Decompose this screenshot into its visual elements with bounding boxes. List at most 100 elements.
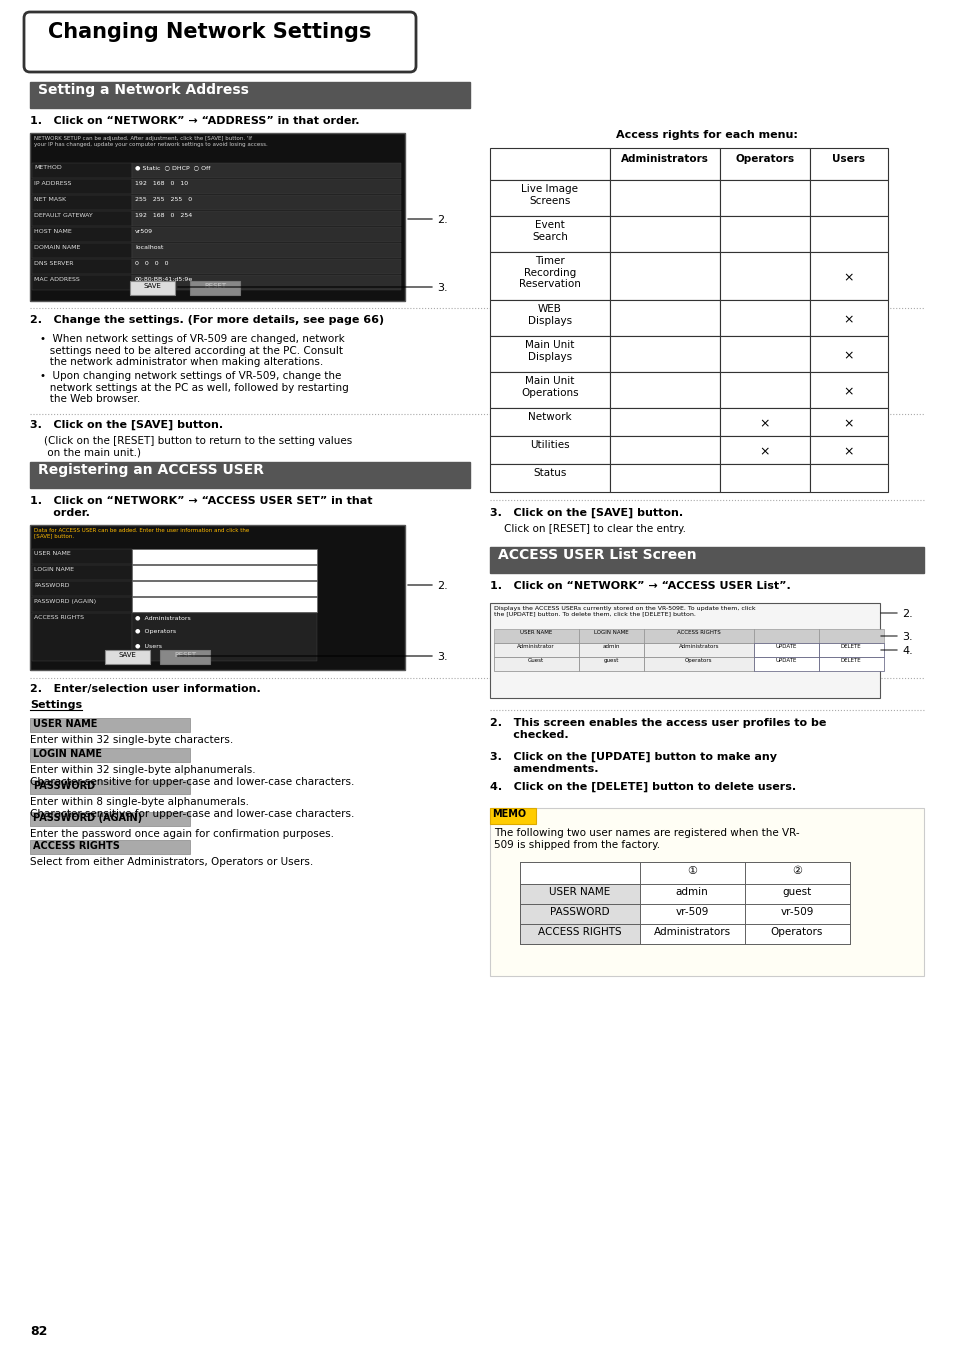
Bar [609, 408, 720, 436]
Text: ACCESS RIGHTS: ACCESS RIGHTS [537, 927, 621, 938]
Text: ×: × [842, 313, 853, 326]
Text: vr-509: vr-509 [675, 907, 708, 917]
Text: 0   0   0   0: 0 0 0 0 [135, 261, 169, 266]
Text: Setting a Network Address: Setting a Network Address [38, 82, 249, 97]
Text: USER NAME: USER NAME [33, 719, 97, 730]
Bar [818, 643, 883, 657]
Text: Click on [RESET] to clear the entry.: Click on [RESET] to clear the entry. [503, 524, 685, 534]
Bar [32, 259, 132, 274]
Bar [744, 884, 849, 904]
Bar [809, 253, 887, 300]
Bar [578, 630, 643, 643]
Bar [809, 216, 887, 253]
Bar [132, 613, 316, 661]
Bar [132, 195, 400, 209]
Text: Enter within 32 single-byte characters.: Enter within 32 single-byte characters. [30, 735, 233, 744]
Bar [609, 436, 720, 463]
Text: admin: admin [675, 888, 708, 897]
Bar [720, 336, 809, 372]
Text: 2.   Enter/selection user information.: 2. Enter/selection user information. [30, 684, 260, 694]
Bar [490, 547, 923, 573]
Bar [132, 243, 400, 258]
Bar [720, 253, 809, 300]
Text: 2.   Change the settings. (For more details, see page 66): 2. Change the settings. (For more detail… [30, 315, 384, 326]
Bar [809, 300, 887, 336]
Text: 2.: 2. [901, 609, 912, 619]
Bar [132, 276, 400, 290]
Text: 255   255   255   0: 255 255 255 0 [135, 197, 192, 203]
Text: Administrator: Administrator [517, 644, 555, 648]
Bar [32, 581, 132, 596]
Text: PASSWORD (AGAIN): PASSWORD (AGAIN) [33, 813, 142, 823]
Text: guest: guest [781, 888, 811, 897]
Text: 2.: 2. [436, 215, 447, 226]
Text: Settings: Settings [30, 700, 82, 711]
Text: Enter the password once again for confirmation purposes.: Enter the password once again for confir… [30, 830, 334, 839]
Bar [30, 526, 405, 670]
Bar [132, 565, 316, 580]
Bar [490, 372, 609, 408]
Text: ●  Operators: ● Operators [135, 630, 176, 634]
Bar [720, 216, 809, 253]
Text: HOST NAME: HOST NAME [34, 230, 71, 234]
Bar [132, 163, 400, 178]
Bar [490, 216, 609, 253]
Text: DEFAULT GATEWAY: DEFAULT GATEWAY [34, 213, 92, 218]
Bar [643, 643, 753, 657]
Bar [30, 82, 470, 108]
Bar [809, 336, 887, 372]
Bar [753, 630, 818, 643]
Bar [519, 862, 849, 944]
Bar [32, 549, 132, 563]
Bar [720, 372, 809, 408]
Bar [809, 149, 887, 180]
Bar [818, 657, 883, 671]
Text: DOMAIN NAME: DOMAIN NAME [34, 245, 80, 250]
Text: Operators: Operators [770, 927, 822, 938]
Bar [609, 463, 720, 492]
Bar [809, 436, 887, 463]
Bar [494, 643, 578, 657]
Bar [609, 336, 720, 372]
Text: Changing Network Settings: Changing Network Settings [48, 22, 371, 42]
Text: Access rights for each menu:: Access rights for each menu: [616, 130, 797, 141]
Bar [809, 463, 887, 492]
Text: ACCESS RIGHTS: ACCESS RIGHTS [34, 615, 84, 620]
Bar [490, 408, 609, 436]
Bar [609, 149, 720, 180]
Bar [809, 372, 887, 408]
Text: 1.   Click on “NETWORK” → “ADDRESS” in that order.: 1. Click on “NETWORK” → “ADDRESS” in tha… [30, 116, 359, 126]
Text: ●  Users: ● Users [135, 643, 162, 648]
Text: 4.: 4. [901, 646, 912, 657]
Text: USER NAME: USER NAME [549, 888, 610, 897]
Bar [490, 336, 609, 372]
Bar [720, 180, 809, 216]
Bar [720, 300, 809, 336]
Text: RESET: RESET [204, 282, 226, 289]
Bar [494, 630, 578, 643]
Text: ●  Administrators: ● Administrators [135, 615, 191, 620]
Text: 2.: 2. [436, 581, 447, 590]
Text: 2.   This screen enables the access user profiles to be
      checked.: 2. This screen enables the access user p… [490, 717, 825, 739]
Bar [639, 924, 744, 944]
Text: PASSWORD: PASSWORD [550, 907, 609, 917]
Text: The following two user names are registered when the VR-
509 is shipped from the: The following two user names are registe… [494, 828, 799, 850]
Bar [494, 657, 578, 671]
Text: MEMO: MEMO [492, 809, 525, 819]
Text: ×: × [759, 444, 769, 458]
Text: ×: × [842, 349, 853, 362]
Text: •  Upon changing network settings of VR-509, change the
   network settings at t: • Upon changing network settings of VR-5… [40, 372, 349, 404]
Text: 3.: 3. [901, 632, 912, 642]
Bar [639, 904, 744, 924]
Text: 3.   Click on the [UPDATE] button to make any
      amendments.: 3. Click on the [UPDATE] button to make … [490, 753, 776, 774]
Bar [32, 163, 132, 178]
Bar [32, 613, 132, 661]
Bar [643, 630, 753, 643]
Text: Operators: Operators [735, 154, 794, 163]
Text: USER NAME: USER NAME [34, 551, 71, 557]
Text: ①: ① [686, 866, 697, 875]
Bar [132, 178, 400, 195]
Bar [132, 259, 400, 274]
Bar [30, 812, 190, 825]
Bar [132, 211, 400, 226]
